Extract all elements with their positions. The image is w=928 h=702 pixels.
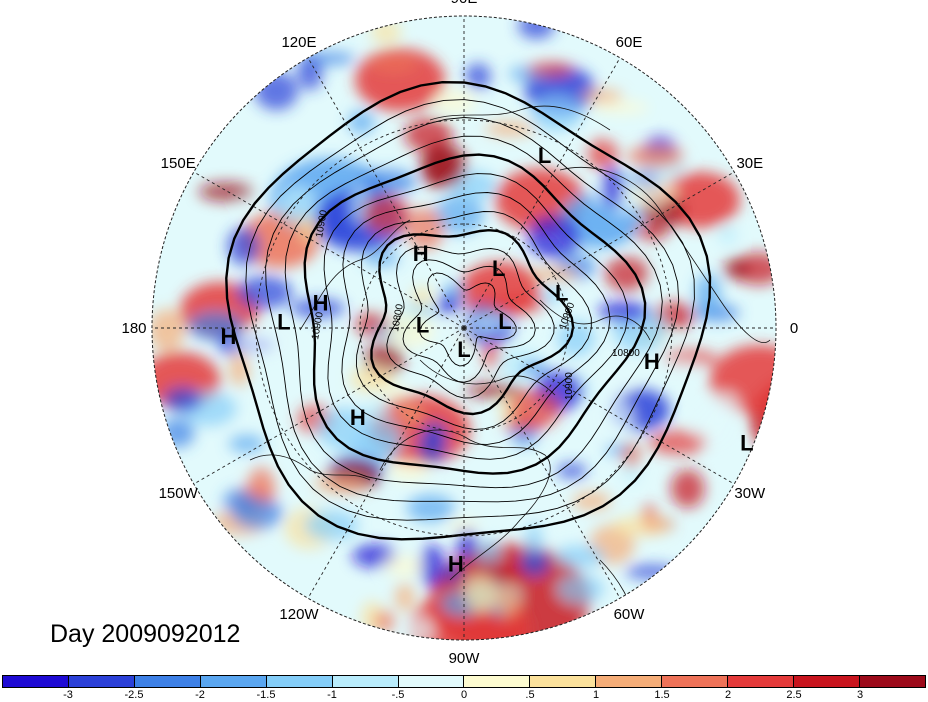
low-pressure-label: L xyxy=(492,256,505,281)
colorbar-swatch xyxy=(464,676,531,687)
longitude-label: 60E xyxy=(616,34,643,51)
colorbar-tick-label: 1.5 xyxy=(654,689,670,701)
low-pressure-label: L xyxy=(538,143,551,168)
colorbar-swatch xyxy=(728,676,795,687)
longitude-label: 150W xyxy=(159,485,199,502)
colorbar-tick-label: -3 xyxy=(63,689,73,701)
colorbar-tick-label: -2.5 xyxy=(124,689,144,701)
colorbar-tick-label: .5 xyxy=(525,689,535,701)
colorbar-tick-label: -.5 xyxy=(391,689,405,701)
colorbar-tick-label: 2 xyxy=(724,689,732,701)
contour-value-label: 10900 xyxy=(314,209,330,239)
high-pressure-label: H xyxy=(220,324,236,349)
colorbar-swatch xyxy=(596,676,663,687)
map-border xyxy=(151,15,777,641)
longitude-label: 150E xyxy=(161,155,196,172)
colorbar-tick-label: -1 xyxy=(327,689,337,701)
high-pressure-label: H xyxy=(313,291,329,316)
colorbar-swatch xyxy=(662,676,729,687)
longitude-label: 30W xyxy=(734,485,766,502)
low-pressure-label: L xyxy=(498,309,511,334)
low-pressure-label: L xyxy=(555,280,568,305)
date-label: Day 2009092012 xyxy=(50,620,241,648)
longitude-label: 90W xyxy=(449,650,481,667)
colorbar-tick-label: 0 xyxy=(460,689,468,701)
longitude-label: 0 xyxy=(790,320,798,337)
low-pressure-label: L xyxy=(277,310,290,335)
colorbar-tick-label: -1.5 xyxy=(256,689,276,701)
colorbar-swatch xyxy=(200,676,267,687)
colorbar-tick-labels: -3 -2.5 -2 -1.5 -1 -.5 0 .5 1 1.5 2 2.5 3 xyxy=(2,689,926,702)
colorbar-swatch xyxy=(68,676,135,687)
high-pressure-label: H xyxy=(644,349,660,374)
geopotential-contours xyxy=(225,80,712,541)
colorbar-swatch xyxy=(794,676,860,687)
longitude-label: 120W xyxy=(279,606,319,623)
colorbar-swatch xyxy=(266,676,333,687)
colorbar-swatch xyxy=(332,676,399,687)
high-pressure-label: H xyxy=(448,552,464,577)
high-pressure-label: H xyxy=(413,241,429,266)
colorbar xyxy=(2,675,926,688)
lat-lon-grid xyxy=(152,16,776,640)
colorbar-tick-label: 2.5 xyxy=(786,689,802,701)
colorbar-swatch xyxy=(530,676,597,687)
contour-value-label: 10800 xyxy=(612,348,640,359)
low-pressure-label: L xyxy=(416,312,429,337)
longitude-label: 30E xyxy=(736,155,763,172)
colorbar-swatch xyxy=(398,676,465,687)
contour-value-label: 10900 xyxy=(564,372,575,400)
colorbar-swatch xyxy=(3,676,69,687)
low-pressure-label: L xyxy=(740,430,753,455)
contour-value-label: 10900 xyxy=(310,311,326,341)
longitude-label: 120E xyxy=(281,34,316,51)
contour-value-label: 10800 xyxy=(390,303,406,333)
longitude-label: 60W xyxy=(614,606,646,623)
longitude-label: 180 xyxy=(121,320,146,337)
colorbar-tick-label: -2 xyxy=(195,689,205,701)
colorbar-tick-label: 3 xyxy=(856,689,864,701)
colorbar-tick-label: 1 xyxy=(592,689,600,701)
colorbar-swatch xyxy=(134,676,201,687)
colorbar-swatch xyxy=(859,676,925,687)
longitude-label: 90E xyxy=(451,0,478,7)
longitude-labels: 90E 60E 30E 0 30W 60W 90W 120W 150W 180 150E 120E xyxy=(121,0,798,667)
high-pressure-label: H xyxy=(350,405,366,430)
low-pressure-label: L xyxy=(457,337,470,362)
